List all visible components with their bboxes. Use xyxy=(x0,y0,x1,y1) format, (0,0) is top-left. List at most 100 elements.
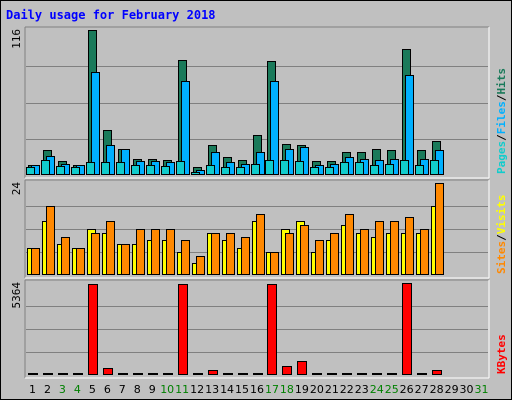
day-label: 10 xyxy=(160,383,174,396)
bar-sites xyxy=(91,233,100,275)
bar-pages xyxy=(71,167,80,175)
bar-pages xyxy=(430,160,439,175)
bar-kbytes xyxy=(312,373,322,375)
bar-files xyxy=(256,152,265,175)
day-label: 3 xyxy=(59,383,66,396)
day-label: 29 xyxy=(445,383,459,396)
bar-pages xyxy=(176,161,185,175)
bar-sites xyxy=(46,206,55,275)
bar-sites xyxy=(270,252,279,275)
legend-separator: / xyxy=(495,134,508,141)
bar-kbytes xyxy=(267,284,277,375)
bar-kbytes xyxy=(372,373,382,375)
axis-max-label: 116 xyxy=(10,29,23,49)
panel-kbytes: 5364 KBytes xyxy=(10,279,508,379)
legend-item: Sites xyxy=(495,241,508,274)
bar-sites xyxy=(166,229,175,275)
day-label: 14 xyxy=(220,383,234,396)
bar-kbytes xyxy=(223,373,233,375)
bar-kbytes xyxy=(133,373,143,375)
bar-sites xyxy=(435,183,444,275)
bar-sites xyxy=(211,233,220,275)
bar-sites xyxy=(330,233,339,275)
bar-pages xyxy=(295,161,304,175)
bar-pages xyxy=(340,162,349,175)
bar-kbytes xyxy=(148,373,158,375)
day-label: 22 xyxy=(340,383,354,396)
legend-hits-files-pages: Pages/Files/Hits xyxy=(495,68,508,174)
bar-sites xyxy=(31,248,40,275)
bar-kbytes xyxy=(417,373,427,375)
bar-sites xyxy=(285,233,294,275)
bar-sites xyxy=(181,240,190,275)
legend-kbytes: KBytes xyxy=(495,334,508,374)
bar-sites xyxy=(241,237,250,275)
bar-kbytes xyxy=(282,366,292,375)
bar-pages xyxy=(355,162,364,175)
bar-pages xyxy=(221,167,230,175)
bar-kbytes xyxy=(342,373,352,375)
bar-kbytes xyxy=(178,284,188,375)
bar-sites xyxy=(76,248,85,275)
bar-sites xyxy=(136,229,145,275)
legend-item: Visits xyxy=(495,195,508,235)
bar-kbytes xyxy=(28,373,38,375)
bar-pages xyxy=(385,164,394,175)
bar-pages xyxy=(101,162,110,175)
day-label: 28 xyxy=(430,383,444,396)
bar-sites xyxy=(226,233,235,275)
bar-pages xyxy=(26,167,35,175)
bar-pages xyxy=(191,172,200,175)
bar-kbytes xyxy=(208,370,218,375)
bar-pages xyxy=(116,162,125,175)
day-label: 20 xyxy=(310,383,324,396)
day-label: 9 xyxy=(149,383,156,396)
bar-pages xyxy=(400,160,409,175)
bar-sites xyxy=(360,229,369,275)
bar-kbytes xyxy=(432,370,442,375)
bar-pages xyxy=(251,164,260,175)
bar-sites xyxy=(315,240,324,275)
bar-pages xyxy=(236,167,245,175)
chart-title: Daily usage for February 2018 xyxy=(6,8,216,22)
day-label: 2 xyxy=(44,383,51,396)
bar-pages xyxy=(146,165,155,175)
bar-pages xyxy=(370,165,379,175)
day-label: 6 xyxy=(104,383,111,396)
panel-hits-files-pages: 116 Pages/Files/Hits xyxy=(10,26,508,179)
legend-item: Files xyxy=(495,101,508,134)
bar-pages xyxy=(131,165,140,175)
day-label: 15 xyxy=(235,383,249,396)
bar-pages xyxy=(206,165,215,175)
bar-kbytes xyxy=(163,373,173,375)
day-label: 27 xyxy=(415,383,429,396)
legend-item: Hits xyxy=(495,68,508,95)
bar-sites xyxy=(300,225,309,275)
bar-kbytes xyxy=(238,373,248,375)
day-label: 17 xyxy=(265,383,279,396)
bar-sites xyxy=(375,221,384,275)
bar-pages xyxy=(325,167,334,175)
bar-sites xyxy=(151,229,160,275)
axis-max-label: 24 xyxy=(10,182,23,196)
bar-files xyxy=(270,81,279,175)
bar-sites xyxy=(256,214,265,275)
day-label: 1 xyxy=(29,383,36,396)
bar-sites xyxy=(405,217,414,275)
bar-kbytes xyxy=(88,284,98,375)
legend-visits-sites: Sites/Visits xyxy=(495,195,508,275)
bar-pages xyxy=(56,166,65,175)
bar-kbytes xyxy=(43,373,53,375)
day-label: 30 xyxy=(460,383,474,396)
bar-sites xyxy=(61,237,70,275)
bar-kbytes xyxy=(73,373,83,375)
legend-separator: / xyxy=(495,94,508,101)
day-label: 25 xyxy=(385,383,399,396)
day-label: 26 xyxy=(400,383,414,396)
day-label: 7 xyxy=(119,383,126,396)
bar-pages xyxy=(280,160,289,175)
bar-pages xyxy=(310,167,319,175)
chart-panels: 116Pages/Files/Hits24Sites/Visits5364KBy… xyxy=(10,26,508,379)
day-labels: 1 2 3 4 5 6 7 8 9 10 11 12 13 14 15 16 17 18 19 20 21 22 23 24 2… xyxy=(29,383,489,396)
bar-sites xyxy=(121,244,130,275)
